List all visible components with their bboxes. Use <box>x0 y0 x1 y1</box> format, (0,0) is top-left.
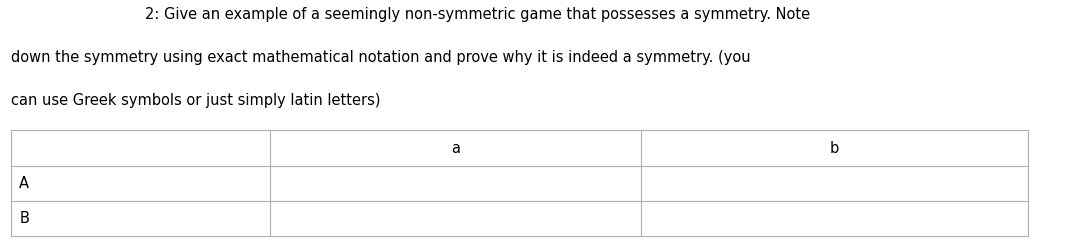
Text: a: a <box>451 140 461 155</box>
Text: B: B <box>19 211 29 226</box>
Text: b: b <box>830 140 839 155</box>
Text: can use Greek symbols or just simply latin letters): can use Greek symbols or just simply lat… <box>11 93 380 108</box>
Text: 2: Give an example of a seemingly non-symmetric game that possesses a symmetry. : 2: Give an example of a seemingly non-sy… <box>145 7 810 22</box>
Text: A: A <box>19 176 29 191</box>
Text: down the symmetry using exact mathematical notation and prove why it is indeed a: down the symmetry using exact mathematic… <box>11 50 750 65</box>
